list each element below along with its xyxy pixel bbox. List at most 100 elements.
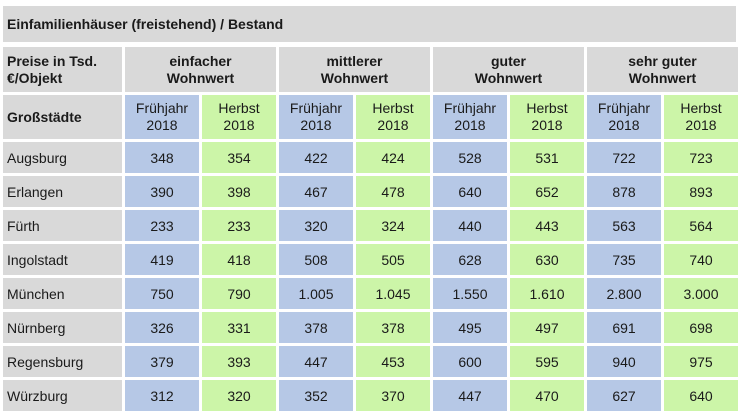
- table-row: Fürth 233 233 320 324 440 443 563 564: [3, 210, 738, 241]
- price-table: Preise in Tsd. €/Objekt einfacher Wohnwert…: [0, 44, 738, 414]
- price-cell: 233: [125, 210, 199, 241]
- price-cell: 443: [510, 210, 584, 241]
- city-name: Erlangen: [3, 176, 122, 207]
- header-einfacher-wohnwert: einfacher Wohnwert: [125, 47, 276, 92]
- title-text: Einfamilienhäuser (freistehend) / Bestan…: [7, 16, 284, 32]
- price-cell: 378: [279, 312, 353, 343]
- price-cell: 878: [587, 176, 661, 207]
- subheader-fruehjahr-2018: Frühjahr 2018: [125, 95, 199, 139]
- price-cell: 447: [279, 346, 353, 377]
- price-cell: 600: [433, 346, 507, 377]
- price-cell: 698: [664, 312, 738, 343]
- price-cell: 398: [202, 176, 276, 207]
- price-cell: 354: [202, 142, 276, 173]
- price-cell: 424: [356, 142, 430, 173]
- price-cell: 370: [356, 380, 430, 411]
- subheader-herbst-2018: Herbst 2018: [356, 95, 430, 139]
- price-cell: 320: [202, 380, 276, 411]
- header-grossstaedte: Großstädte: [3, 95, 122, 139]
- price-cell: 1.550: [433, 278, 507, 309]
- price-cell: 379: [125, 346, 199, 377]
- price-cell: 508: [279, 244, 353, 275]
- price-cell: 453: [356, 346, 430, 377]
- price-cell: 2.800: [587, 278, 661, 309]
- price-cell: 893: [664, 176, 738, 207]
- price-cell: 320: [279, 210, 353, 241]
- price-cell: 419: [125, 244, 199, 275]
- price-cell: 790: [202, 278, 276, 309]
- header-row: Preise in Tsd. €/Objekt einfacher Wohnwert…: [3, 47, 738, 92]
- page-title: Einfamilienhäuser (freistehend) / Bestan…: [3, 6, 736, 42]
- price-cell: 563: [587, 210, 661, 241]
- price-cell: 324: [356, 210, 430, 241]
- price-cell: 326: [125, 312, 199, 343]
- price-cell: 497: [510, 312, 584, 343]
- price-cell: 595: [510, 346, 584, 377]
- price-cell: 418: [202, 244, 276, 275]
- subheader-herbst-2018: Herbst 2018: [202, 95, 276, 139]
- price-cell: 312: [125, 380, 199, 411]
- city-name: Ingolstadt: [3, 244, 122, 275]
- price-cell: 495: [433, 312, 507, 343]
- subheader-row: Großstädte Frühjahr 2018 Herbst 2018 Frühjah…: [3, 95, 738, 139]
- price-cell: 478: [356, 176, 430, 207]
- table-row: Würzburg 312 320 352 370 447 470 627 640: [3, 380, 738, 411]
- price-cell: 735: [587, 244, 661, 275]
- header-mittlerer-wohnwert: mittlerer Wohnwert: [279, 47, 430, 92]
- price-cell: 640: [664, 380, 738, 411]
- price-cell: 378: [356, 312, 430, 343]
- city-name: Augsburg: [3, 142, 122, 173]
- price-cell: 528: [433, 142, 507, 173]
- price-cell: 722: [587, 142, 661, 173]
- price-cell: 467: [279, 176, 353, 207]
- price-cell: 723: [664, 142, 738, 173]
- price-cell: 691: [587, 312, 661, 343]
- price-cell: 1.005: [279, 278, 353, 309]
- price-cell: 390: [125, 176, 199, 207]
- city-name: Würzburg: [3, 380, 122, 411]
- price-cell: 393: [202, 346, 276, 377]
- price-cell: 440: [433, 210, 507, 241]
- subheader-herbst-2018: Herbst 2018: [510, 95, 584, 139]
- city-name: Fürth: [3, 210, 122, 241]
- city-name: Nürnberg: [3, 312, 122, 343]
- subheader-herbst-2018: Herbst 2018: [664, 95, 738, 139]
- table-row: Ingolstadt 419 418 508 505 628 630 735 740: [3, 244, 738, 275]
- price-cell: 975: [664, 346, 738, 377]
- city-name: Regensburg: [3, 346, 122, 377]
- price-cell: 1.045: [356, 278, 430, 309]
- table-row: München 750 790 1.005 1.045 1.550 1.610 2.800 3.…: [3, 278, 738, 309]
- table-row: Regensburg 379 393 447 453 600 595 940 975: [3, 346, 738, 377]
- city-name: München: [3, 278, 122, 309]
- price-cell: 3.000: [664, 278, 738, 309]
- price-cell: 331: [202, 312, 276, 343]
- price-cell: 531: [510, 142, 584, 173]
- header-guter-wohnwert: guter Wohnwert: [433, 47, 584, 92]
- price-cell: 422: [279, 142, 353, 173]
- header-price-unit: Preise in Tsd. €/Objekt: [3, 47, 122, 92]
- price-cell: 940: [587, 346, 661, 377]
- price-cell: 1.610: [510, 278, 584, 309]
- price-cell: 630: [510, 244, 584, 275]
- table-body: Augsburg 348 354 422 424 528 531 722 723 Erlangen…: [3, 142, 738, 411]
- price-cell: 352: [279, 380, 353, 411]
- price-cell: 233: [202, 210, 276, 241]
- price-cell: 640: [433, 176, 507, 207]
- table-row: Erlangen 390 398 467 478 640 652 878 893: [3, 176, 738, 207]
- price-cell: 505: [356, 244, 430, 275]
- price-cell: 750: [125, 278, 199, 309]
- price-cell: 564: [664, 210, 738, 241]
- price-cell: 628: [433, 244, 507, 275]
- header-sehr-guter-wohnwert: sehr guter Wohnwert: [587, 47, 738, 92]
- subheader-fruehjahr-2018: Frühjahr 2018: [433, 95, 507, 139]
- price-cell: 627: [587, 380, 661, 411]
- table-row: Nürnberg 326 331 378 378 495 497 691 698: [3, 312, 738, 343]
- price-cell: 740: [664, 244, 738, 275]
- price-cell: 652: [510, 176, 584, 207]
- price-cell: 348: [125, 142, 199, 173]
- subheader-fruehjahr-2018: Frühjahr 2018: [279, 95, 353, 139]
- price-cell: 470: [510, 380, 584, 411]
- subheader-fruehjahr-2018: Frühjahr 2018: [587, 95, 661, 139]
- price-cell: 447: [433, 380, 507, 411]
- table-row: Augsburg 348 354 422 424 528 531 722 723: [3, 142, 738, 173]
